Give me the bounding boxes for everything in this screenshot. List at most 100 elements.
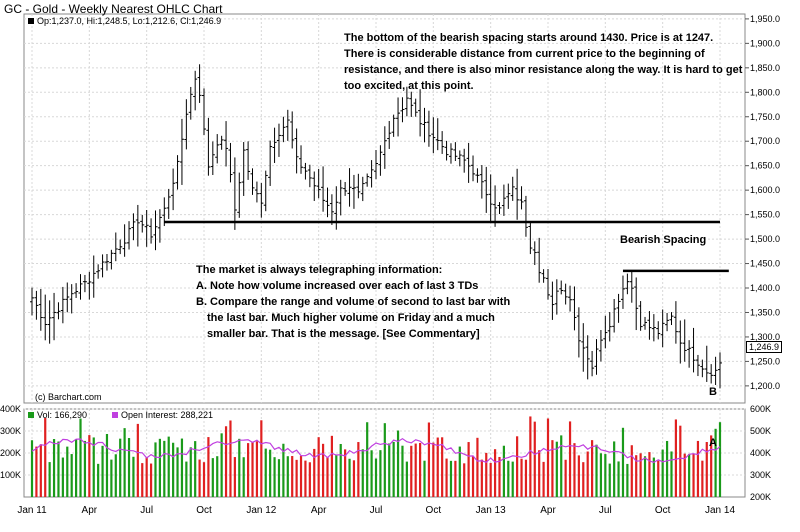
volume-bar [577,455,580,497]
volume-bar [61,457,64,497]
ohlc-bar [197,64,202,103]
ohlc-bar [559,280,564,295]
ohlc-bar [594,339,599,375]
ohlc-bar [532,241,537,266]
y-tick-label: 1,500.0 [750,234,780,244]
volume-bar [251,441,254,497]
ohlc-bar [276,123,281,157]
ohlc-bar [47,300,52,344]
annotation-middle-b2: the last bar. Much higher volume on Frid… [207,312,495,324]
ohlc-bar [709,364,714,384]
ohlc-bar [581,323,586,372]
ohlc-bar [479,165,484,199]
ohlc-legend: Op:1,237.0, Hi:1,248.5, Lo:1,212.6, Cl:1… [37,16,221,26]
volume-bar [626,463,629,497]
volume-bar [652,457,655,497]
ohlc-bar [603,315,608,349]
vol-y-tick-label: 300K [0,426,21,436]
oi-legend: Open Interest: 288,221 [121,410,213,420]
volume-bar [498,456,501,497]
y-tick-label: 1,800.0 [750,87,780,97]
volume-bar [313,448,316,497]
volume-bar [445,458,448,497]
volume-bar [511,461,514,497]
ohlc-bar [135,204,140,247]
volume-bar [436,437,439,497]
label-a: A [709,437,717,449]
volume-bar [119,438,122,497]
x-tick-label: Jan 13 [476,505,506,516]
ohlc-bar [109,249,114,270]
ohlc-bar [590,350,595,377]
volume-bar [701,460,704,497]
ohlc-bar [651,314,656,342]
ohlc-bar [307,164,312,188]
volume-bar [216,456,219,497]
x-tick-label: Jan 14 [705,505,735,516]
volume-bar [401,445,404,497]
volume-bar [396,430,400,497]
volume-bar [714,428,717,497]
ohlc-bar [598,330,603,362]
ohlc-bar [290,111,295,149]
ohlc-bar [321,166,326,212]
ohlc-bar [38,288,43,331]
volume-bar [427,422,431,497]
ohlc-bar [246,141,251,180]
ohlc-bar [188,86,193,120]
ohlc-bar [312,171,317,201]
ohlc-bar [118,239,123,255]
ohlc-bar [691,327,696,373]
volume-bar [670,451,673,497]
volume-bar [247,443,250,497]
ohlc-bars [30,64,722,389]
ohlc-bar [263,170,268,212]
volume-bar [167,436,170,497]
volume-bar [661,449,664,497]
volume-bar [555,441,558,497]
ohlc-bar [643,316,648,330]
volume-bar [344,449,347,497]
volume-bar [44,417,47,497]
volume-bar [621,427,625,497]
annotation-middle-b1: B. Compare the range and volume of secon… [196,296,511,308]
volume-bar [582,462,585,497]
ohlc-bar [656,321,661,340]
volume-bar [335,454,338,497]
ohlc-bar [82,274,87,293]
volume-bar [326,456,329,497]
volume-bar [480,459,483,497]
ohlc-bar [166,188,171,219]
volume-bar [269,449,272,497]
volume-bar [39,444,42,497]
volume-bar [546,418,550,497]
volume-bar [348,458,351,497]
volume-bar [635,455,638,497]
ohlc-bar [369,160,374,188]
volume-bar [357,442,360,497]
volume-bar [211,458,214,497]
ohlc-bar [281,116,286,143]
ohlc-bar [60,286,65,324]
volume-bar [591,440,594,497]
ohlc-bar [285,109,290,141]
ohlc-bar [475,168,480,183]
ohlc-bar [91,255,96,298]
volume-bar [665,440,669,497]
ohlc-bar [347,168,352,207]
y-tick-label: 1,950.0 [750,14,780,24]
volume-bar [586,451,589,497]
y-tick-label: 1,900.0 [750,38,780,48]
ohlc-bar [634,277,639,331]
volume-bar [520,458,523,497]
volume-bar [688,454,691,497]
ohlc-bar [673,301,678,344]
volume-bar [674,419,677,497]
ohlc-bar [268,140,273,186]
vol-y-tick-label: 200K [0,448,21,458]
volume-bar [149,463,153,497]
volume-bar [608,463,611,497]
volume-bar [533,421,536,497]
ohlc-bar [365,173,370,187]
ohlc-bar [431,117,436,154]
